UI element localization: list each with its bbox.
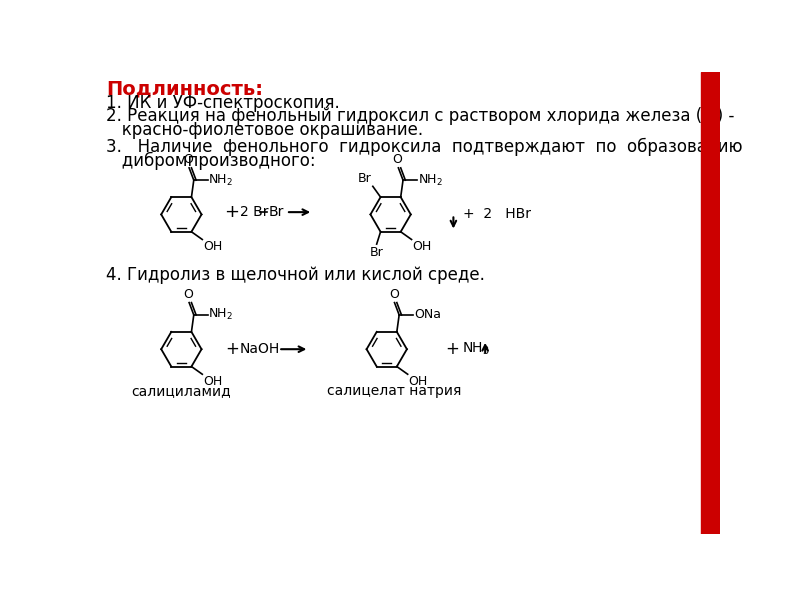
Text: OH: OH	[203, 375, 222, 388]
Text: NaOH: NaOH	[239, 342, 280, 356]
Text: ONa: ONa	[414, 308, 441, 322]
Text: O: O	[393, 154, 402, 166]
Text: красно-фиолетовое окрашивание.: красно-фиолетовое окрашивание.	[106, 121, 423, 139]
Text: Подлинность:: Подлинность:	[106, 80, 263, 98]
Text: +  2   HBr: + 2 HBr	[462, 208, 530, 221]
Bar	[701, 72, 720, 534]
Text: NH$_3$: NH$_3$	[462, 341, 490, 358]
Text: +: +	[225, 340, 238, 358]
Text: салицелат натрия: салицелат натрия	[327, 384, 462, 398]
Text: NH$_2$: NH$_2$	[209, 307, 234, 322]
Text: +: +	[224, 203, 239, 221]
Text: 1. ИК и УФ-спектроскопия.: 1. ИК и УФ-спектроскопия.	[106, 94, 340, 112]
Text: NH$_2$: NH$_2$	[418, 173, 442, 188]
Text: OH: OH	[409, 375, 428, 388]
Text: 4. Гидролиз в щелочной или кислой среде.: 4. Гидролиз в щелочной или кислой среде.	[106, 266, 485, 284]
Text: OH: OH	[203, 240, 222, 253]
Text: 2. Реакция на фенольный гидроксил с раствором хлорида железа (III) -: 2. Реакция на фенольный гидроксил с раст…	[106, 107, 734, 125]
Text: Br: Br	[358, 172, 371, 185]
Text: 3.   Наличие  фенольного  гидроксила  подтверждают  по  образованию: 3. Наличие фенольного гидроксила подтвер…	[106, 137, 742, 155]
Text: Br: Br	[268, 205, 283, 219]
Text: +: +	[446, 340, 459, 358]
Text: O: O	[183, 288, 194, 301]
Text: Br: Br	[370, 245, 383, 259]
Text: O: O	[183, 154, 194, 166]
Text: 2 Br: 2 Br	[239, 205, 268, 219]
Text: OH: OH	[412, 240, 431, 253]
Text: NH$_2$: NH$_2$	[209, 173, 234, 188]
Text: дибромпроизводного:: дибромпроизводного:	[106, 151, 316, 170]
Text: O: O	[389, 288, 398, 301]
Text: салициламид: салициламид	[131, 384, 231, 398]
